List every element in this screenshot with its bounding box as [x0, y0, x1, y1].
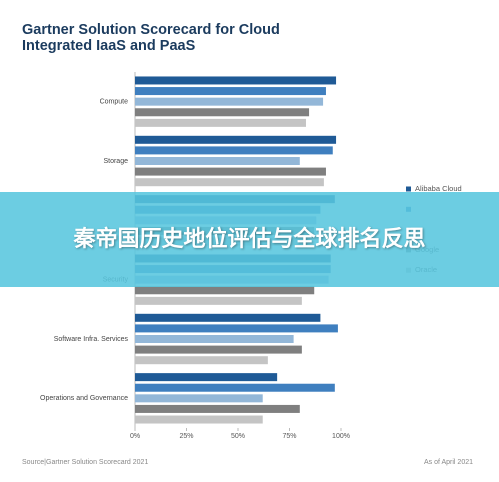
bar: [135, 356, 268, 365]
bar: [135, 76, 337, 85]
bar: [135, 167, 326, 176]
bar: [135, 335, 294, 343]
y-tick-label: Compute: [100, 99, 129, 106]
bar: [135, 296, 302, 305]
bar: [135, 87, 326, 96]
chart-title: Gartner Solution Scorecard for Cloud Int…: [22, 22, 280, 54]
bar: [135, 157, 300, 165]
bar: [135, 313, 321, 322]
bar: [135, 146, 333, 155]
x-tick-label: 25%: [179, 433, 193, 440]
x-tick-label: 75%: [282, 433, 296, 440]
bar: [135, 404, 300, 413]
bar: [135, 394, 263, 403]
bar: [135, 108, 310, 117]
bar: [135, 415, 263, 424]
bar: [135, 345, 302, 354]
bar: [135, 383, 335, 392]
bar: [135, 178, 324, 187]
bar: [135, 118, 306, 127]
bar: [135, 324, 338, 333]
legend-swatch: [406, 186, 411, 192]
bar: [135, 373, 278, 382]
legend-label: Alibaba Cloud: [415, 184, 462, 193]
x-tick-label: 0%: [130, 433, 140, 440]
bar: [135, 97, 324, 106]
x-tick-label: 100%: [332, 433, 350, 440]
banner: 秦帝国历史地位评估与全球排名反思: [0, 192, 499, 287]
x-tick-label: 50%: [231, 433, 245, 440]
note: As of April 2021: [424, 459, 473, 466]
y-tick-label: Software Infra. Services: [54, 336, 129, 343]
source: Source|Gartner Solution Scorecard 2021: [22, 459, 148, 466]
bar: [135, 286, 315, 295]
bar: [135, 135, 337, 144]
title-box: Gartner Solution Scorecard for Cloud Int…: [22, 22, 280, 54]
y-tick-label: Operations and Governance: [40, 395, 128, 402]
y-tick-label: Storage: [103, 158, 128, 165]
banner-text: 秦帝国历史地位评估与全球排名反思: [73, 226, 426, 252]
